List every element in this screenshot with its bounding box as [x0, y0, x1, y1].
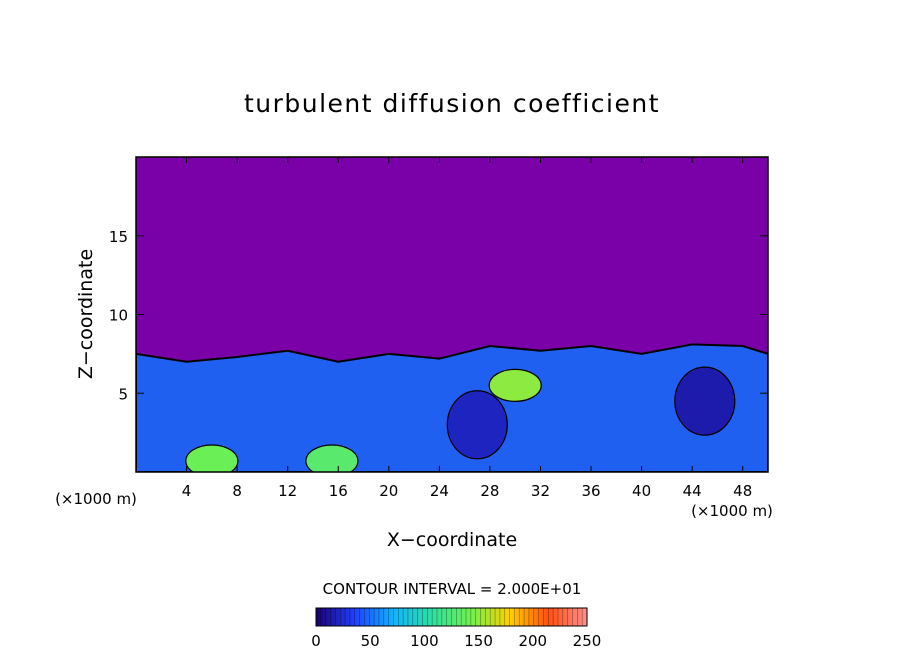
y-tick-label: 15: [109, 228, 128, 246]
feature-5: [674, 366, 736, 436]
features-layer: [185, 366, 736, 472]
x-tick-label: 8: [232, 482, 242, 500]
x-tick-label: 20: [379, 482, 398, 500]
x-tick-label: 44: [683, 482, 702, 500]
x-unit-left: (×1000 m): [55, 490, 137, 508]
colorbar-tick-label: 150: [464, 632, 493, 650]
colorbar-ticks: 0 50 100 150 200 250: [311, 632, 601, 650]
colorbar: 0 50 100 150 200 250: [311, 607, 601, 650]
y-axis: 5 10 15: [109, 228, 768, 403]
y-tick-label: 10: [109, 307, 128, 325]
colorbar-tick-label: 50: [361, 632, 380, 650]
x-axis-label: X−coordinate: [387, 529, 517, 551]
plot-area: [136, 157, 768, 472]
feature-4: [446, 390, 508, 460]
x-tick-label: 4: [182, 482, 192, 500]
y-tick-label: 5: [118, 385, 128, 403]
feature-2: [305, 444, 359, 472]
colorbar-tick-label: 100: [410, 632, 439, 650]
y-axis-label: Z−coordinate: [75, 249, 97, 379]
x-tick-label: 12: [278, 482, 297, 500]
feature-1: [185, 444, 239, 472]
colorbar-frame: [315, 607, 588, 627]
chart-title: turbulent diffusion coefficient: [244, 89, 660, 118]
colorbar-stripes: [320, 608, 583, 626]
colorbar-gradient: [316, 608, 587, 626]
colorbar-tick-label: 200: [518, 632, 547, 650]
x-tick-label: 24: [430, 482, 449, 500]
x-tick-label: 40: [632, 482, 651, 500]
x-tick-label: 28: [480, 482, 499, 500]
contour-interval-label: CONTOUR INTERVAL = 2.000E+01: [323, 580, 582, 598]
feature-3: [488, 368, 542, 402]
x-tick-label: 48: [733, 482, 752, 500]
colorbar-tick-label: 250: [573, 632, 602, 650]
x-tick-label: 36: [581, 482, 600, 500]
x-unit-right: (×1000 m): [691, 502, 773, 520]
x-tick-label: 16: [329, 482, 348, 500]
colorbar-tick-label: 0: [311, 632, 321, 650]
x-tick-label: 32: [531, 482, 550, 500]
x-axis: 4 8 12 16 20 24 28 32 36 40 44 48: [182, 157, 752, 500]
